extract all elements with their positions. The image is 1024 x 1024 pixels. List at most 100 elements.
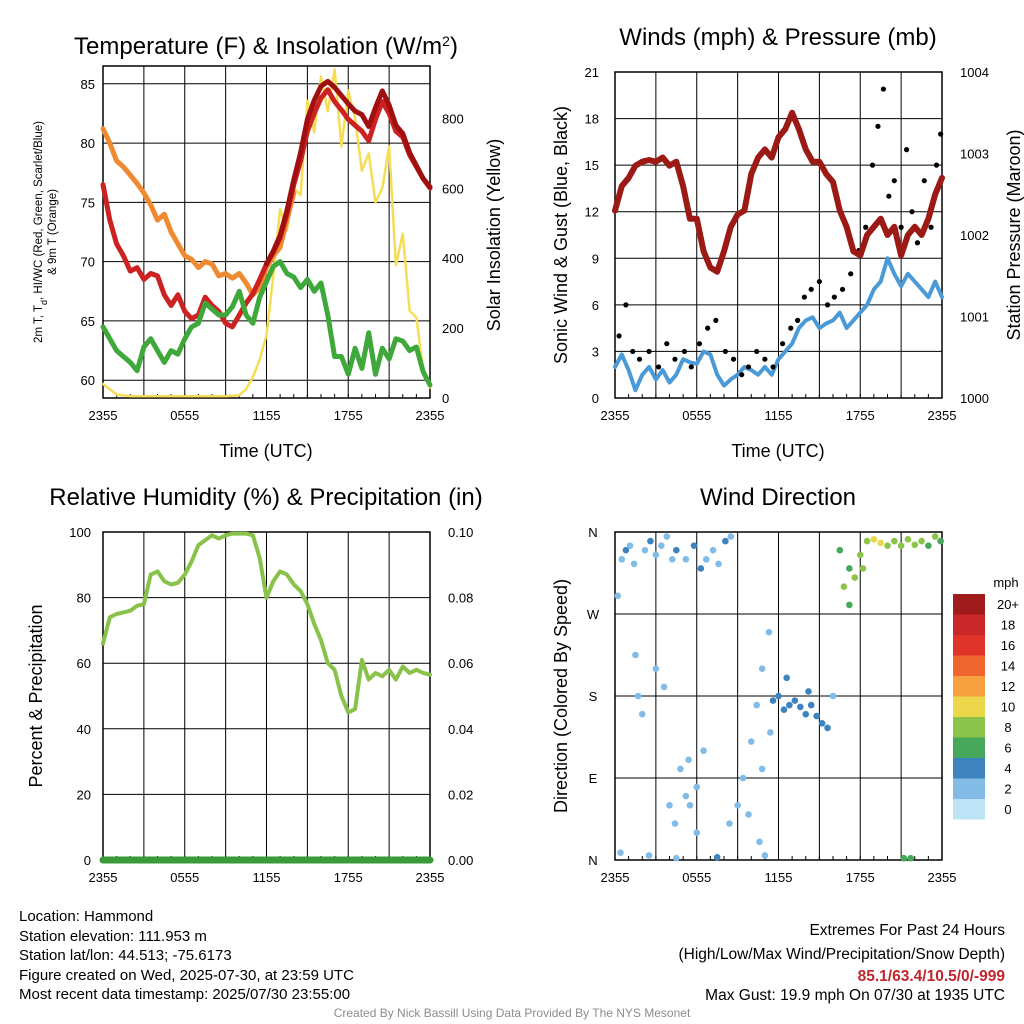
legend-label: 12 — [1001, 679, 1015, 694]
direction-point — [652, 551, 660, 559]
direction-point — [846, 601, 853, 609]
direction-point — [818, 720, 826, 727]
y-tick-label-right: 400 — [442, 251, 464, 266]
direction-point — [739, 774, 747, 782]
gust-point — [656, 364, 662, 370]
direction-point — [697, 565, 705, 572]
direction-point — [690, 542, 698, 549]
direction-point — [780, 706, 788, 713]
gust-point — [779, 341, 786, 347]
gust-point — [938, 131, 944, 137]
direction-point — [761, 852, 769, 859]
gust-point — [646, 348, 652, 355]
y-tick-label-left: 80 — [81, 136, 95, 151]
y-tick-label-left: 80 — [77, 591, 91, 606]
extremes-info: Extremes For Past 24 Hours (High/Low/Max… — [679, 919, 1006, 1006]
y-tick-label-left: 100 — [69, 525, 91, 540]
direction-point — [727, 533, 735, 540]
y-tick-label-direction: N — [588, 525, 597, 540]
y-tick-label-right: 200 — [442, 321, 464, 336]
gust-point — [921, 178, 927, 184]
direction-point — [907, 854, 914, 862]
humidity-panel-title: Relative Humidity (%) & Precipitation (i… — [49, 484, 482, 511]
extremes-values: 85.1/63.4/10.5/0/-999 — [857, 968, 1005, 985]
legend-label: 4 — [1004, 761, 1011, 776]
y-tick-label-left: 85 — [81, 77, 95, 92]
direction-point — [884, 542, 891, 549]
gust-point — [672, 356, 678, 362]
y-tick-label-right: 800 — [442, 111, 464, 126]
wind-direction-ylabel: Direction (Colored By Speed) — [551, 579, 571, 813]
y-tick-label-left: 40 — [77, 722, 91, 737]
winds-panel: Winds (mph) & Pressure (mb) 2355 0555 1155… — [551, 24, 1024, 461]
y-tick-label-left: 70 — [81, 255, 95, 270]
credit-text: Created By Nick Bassill Using Data Provi… — [333, 1006, 691, 1020]
x-tick-label: 1155 — [765, 408, 793, 423]
wind-direction-panel: Wind Direction 2355 0555 1155 1755 2355 N E S W N… — [551, 484, 1019, 885]
direction-point — [765, 628, 773, 636]
direction-point — [829, 692, 837, 700]
legend-label: 8 — [1004, 720, 1011, 735]
gust-point — [730, 356, 737, 362]
gust-point — [745, 364, 752, 370]
legend-swatch — [953, 778, 985, 799]
gust-point — [891, 178, 897, 184]
latlon-text: Station lat/lon: 44.513; -75.6173 — [19, 947, 232, 964]
y-tick-label-right: 1003 — [960, 147, 989, 162]
svg-text:2m T, Td, HI/WC (Red, Green, S: 2m T, Td, HI/WC (Red, Green, Scarlet/Blu… — [33, 121, 49, 343]
series-hi-wc — [264, 78, 433, 267]
direction-point — [671, 820, 679, 827]
gust-point — [713, 317, 719, 323]
temperature-ylabel-left: 2m T, Td, HI/WC (Red, Green, Scarlet/Blu… — [33, 121, 59, 343]
direction-point — [897, 542, 905, 549]
legend-label: 2 — [1004, 782, 1011, 797]
y-tick-label-right: 0.06 — [448, 656, 473, 671]
direction-point — [836, 546, 844, 554]
series-td — [100, 259, 433, 388]
direction-point — [900, 854, 908, 862]
direction-point — [700, 747, 707, 754]
direction-point — [877, 539, 884, 547]
y-tick-label-left: 0 — [84, 853, 91, 868]
y-tick-label-left: 0 — [592, 391, 599, 406]
direction-point — [618, 556, 626, 563]
direction-point — [807, 701, 815, 709]
legend-swatch — [953, 614, 985, 635]
created-text: Figure created on Wed, 2025-07-30, at 23… — [19, 966, 354, 984]
y-tick-label-right: 1001 — [960, 310, 989, 325]
x-tick-label: 1155 — [253, 870, 281, 885]
humidity-ylabel-left: Percent & Precipitation — [26, 604, 46, 787]
direction-point — [813, 712, 820, 720]
series-station-pressure — [612, 109, 945, 275]
gust-point — [863, 224, 869, 230]
y-tick-label-direction: W — [587, 607, 600, 622]
direction-point — [626, 542, 634, 549]
legend-label: 6 — [1004, 741, 1011, 756]
y-tick-label-left: 21 — [585, 65, 599, 80]
y-tick-label-left: 60 — [77, 656, 91, 671]
gust-point — [875, 123, 881, 129]
direction-point — [783, 674, 790, 682]
gust-point — [933, 162, 940, 168]
legend-swatch — [953, 758, 985, 779]
legend-label: 20+ — [997, 597, 1019, 612]
gust-point — [848, 271, 854, 277]
y-tick-label-left: 3 — [592, 344, 599, 359]
y-tick-label-right: 0.04 — [448, 722, 473, 737]
gust-point — [636, 356, 643, 362]
x-tick-label: 2355 — [89, 408, 118, 423]
winds-xlabel: Time (UTC) — [731, 441, 824, 461]
series-9m-t — [100, 126, 297, 298]
extremes-title: Extremes For Past 24 Hours — [809, 922, 1005, 939]
y-tick-label-right: 0.08 — [448, 591, 473, 606]
x-tick-label: 2355 — [416, 870, 445, 885]
svg-text:& 9m T (Orange): & 9m T (Orange) — [47, 189, 59, 275]
x-tick-label: 1755 — [334, 870, 363, 885]
direction-point — [747, 738, 755, 745]
direction-point — [630, 560, 638, 568]
x-tick-label: 2355 — [601, 408, 630, 423]
y-tick-label-right: 0.00 — [448, 853, 473, 868]
direction-point — [856, 551, 864, 559]
direction-point — [791, 697, 799, 704]
direction-point — [937, 537, 944, 545]
